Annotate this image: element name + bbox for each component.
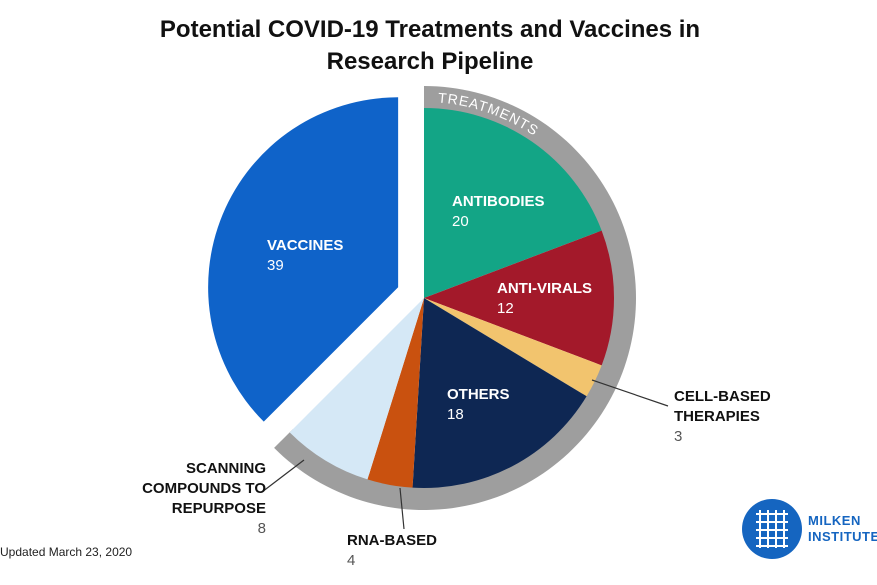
group-ring bbox=[274, 86, 636, 510]
slice-name: VACCINES bbox=[267, 237, 344, 254]
slice-name: ANTI-VIRALS bbox=[497, 280, 592, 297]
slice-name: ANTIBODIES bbox=[452, 193, 545, 210]
pie-slice bbox=[424, 108, 602, 298]
pie-slice bbox=[208, 97, 399, 422]
leader-line bbox=[399, 487, 405, 530]
pie-slice bbox=[424, 298, 602, 397]
slice-value: 39 bbox=[267, 257, 284, 274]
slice-label: ANTIBODIES 20 bbox=[452, 192, 612, 232]
slice-value: 4 bbox=[347, 552, 356, 569]
logo-text: MILKEN INSTITUTE bbox=[808, 513, 877, 544]
chart-title: Potential COVID-19 Treatments and Vaccin… bbox=[159, 16, 701, 75]
slice-value: 18 bbox=[447, 406, 464, 423]
leader-line bbox=[261, 459, 305, 493]
leader-line bbox=[591, 379, 669, 407]
logo-icon bbox=[742, 499, 802, 559]
pie-slice bbox=[289, 298, 424, 480]
slice-label: CELL-BASED THERAPIES 3 bbox=[674, 387, 794, 447]
slice-value: 12 bbox=[497, 300, 514, 317]
slice-value: 8 bbox=[257, 520, 266, 537]
slice-value: 3 bbox=[674, 428, 683, 445]
slice-name: SCANNING COMPOUNDS TO REPURPOSE bbox=[142, 460, 266, 517]
pie-slice bbox=[367, 298, 424, 488]
slice-value: 20 bbox=[452, 213, 469, 230]
footnote: Updated March 23, 2020 bbox=[0, 545, 133, 559]
slice-label: SCANNING COMPOUNDS TO REPURPOSE 8 bbox=[96, 459, 266, 539]
slice-label: ANTI-VIRALS 12 bbox=[497, 279, 657, 319]
slice-name: CELL-BASED THERAPIES bbox=[674, 388, 771, 425]
pie-slice bbox=[412, 298, 587, 488]
slice-label: VACCINES 39 bbox=[267, 236, 427, 276]
slice-label: OTHERS 18 bbox=[447, 385, 607, 425]
slice-name: OTHERS bbox=[447, 386, 510, 403]
slice-label: RNA-BASED 4 bbox=[347, 531, 467, 571]
pie-slice bbox=[424, 230, 614, 366]
slice-name: RNA-BASED bbox=[347, 532, 437, 549]
